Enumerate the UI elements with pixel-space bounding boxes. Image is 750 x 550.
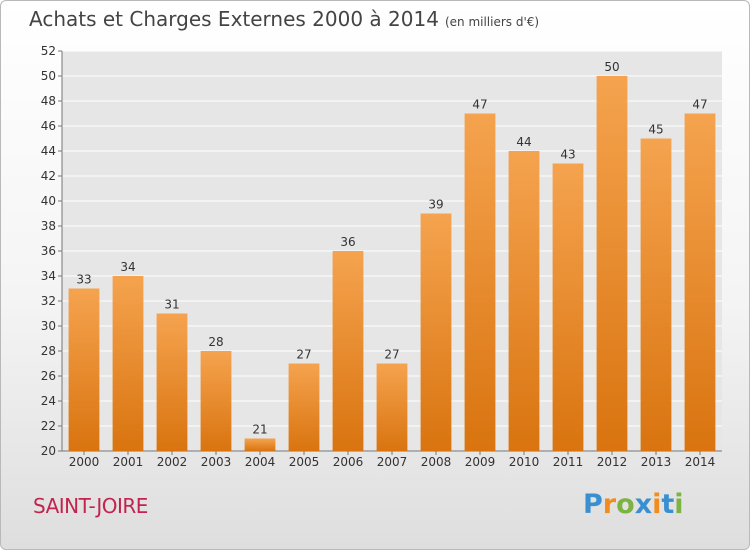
x-tick-label: 2008: [421, 455, 452, 469]
data-label: 50: [604, 60, 619, 74]
chart-title-text: Achats et Charges Externes 2000 à 2014: [29, 7, 439, 31]
bar: [508, 151, 540, 451]
bar: [68, 288, 100, 451]
x-tick-label: 2007: [377, 455, 408, 469]
data-label: 27: [384, 348, 399, 362]
y-tick-label: 48: [41, 94, 56, 108]
y-tick-label: 28: [41, 344, 56, 358]
data-label: 47: [472, 98, 487, 112]
data-label: 34: [120, 260, 135, 274]
data-label: 44: [516, 135, 531, 149]
logo-letter: i: [652, 489, 662, 520]
commune-name: SAINT-JOIRE: [33, 494, 148, 518]
data-label: 39: [428, 198, 443, 212]
data-label: 36: [340, 235, 355, 249]
logo-letter: o: [616, 489, 635, 520]
x-tick-label: 2003: [201, 455, 232, 469]
data-label: 28: [208, 335, 223, 349]
data-label: 21: [252, 423, 267, 437]
data-label: 47: [692, 98, 707, 112]
logo-letter: i: [674, 489, 684, 520]
y-tick-label: 32: [41, 294, 56, 308]
bar: [640, 138, 672, 451]
y-tick-label: 22: [41, 419, 56, 433]
bar: [464, 113, 496, 451]
y-tick-label: 20: [41, 444, 56, 458]
y-tick-label: 34: [41, 269, 56, 283]
bar: [200, 351, 232, 451]
x-tick-label: 2004: [245, 455, 276, 469]
bar: [288, 363, 320, 451]
bar: [420, 213, 452, 451]
y-tick-label: 30: [41, 319, 56, 333]
x-tick-label: 2001: [113, 455, 144, 469]
x-tick-label: 2012: [597, 455, 628, 469]
data-label: 43: [560, 148, 575, 162]
data-label: 27: [296, 348, 311, 362]
logo-letter: r: [602, 489, 617, 520]
x-tick-label: 2013: [641, 455, 672, 469]
y-tick-label: 44: [41, 144, 56, 158]
x-tick-label: 2010: [509, 455, 540, 469]
logo-letter: P: [583, 489, 603, 520]
y-tick-label: 46: [41, 119, 56, 133]
x-tick-label: 2006: [333, 455, 364, 469]
bar: [156, 313, 188, 451]
y-tick-label: 38: [41, 219, 56, 233]
x-tick-label: 2011: [553, 455, 584, 469]
bar: [332, 251, 364, 451]
y-tick-label: 52: [41, 44, 56, 58]
y-tick-label: 26: [41, 369, 56, 383]
y-tick-label: 24: [41, 394, 56, 408]
data-label: 45: [648, 123, 663, 137]
x-tick-label: 2014: [685, 455, 716, 469]
y-tick-label: 50: [41, 69, 56, 83]
y-tick-label: 42: [41, 169, 56, 183]
bar: [552, 163, 584, 451]
x-tick-label: 2009: [465, 455, 496, 469]
bar: [112, 276, 144, 451]
y-tick-label: 40: [41, 194, 56, 208]
bar: [376, 363, 408, 451]
x-tick-label: 2000: [69, 455, 100, 469]
data-label: 33: [76, 273, 91, 287]
logo-letter: x: [634, 489, 653, 520]
proxiti-logo: Proxiti: [583, 489, 684, 520]
data-label: 31: [164, 298, 179, 312]
x-tick-label: 2002: [157, 455, 188, 469]
bar: [596, 76, 628, 451]
bar: [244, 438, 276, 451]
chart-subtitle: (en milliers d'€): [444, 15, 540, 29]
logo-letter: t: [661, 489, 675, 520]
chart-title: Achats et Charges Externes 2000 à 2014 (e…: [29, 7, 539, 31]
y-tick-label: 36: [41, 244, 56, 258]
bar: [684, 113, 716, 451]
x-tick-label: 2005: [289, 455, 320, 469]
